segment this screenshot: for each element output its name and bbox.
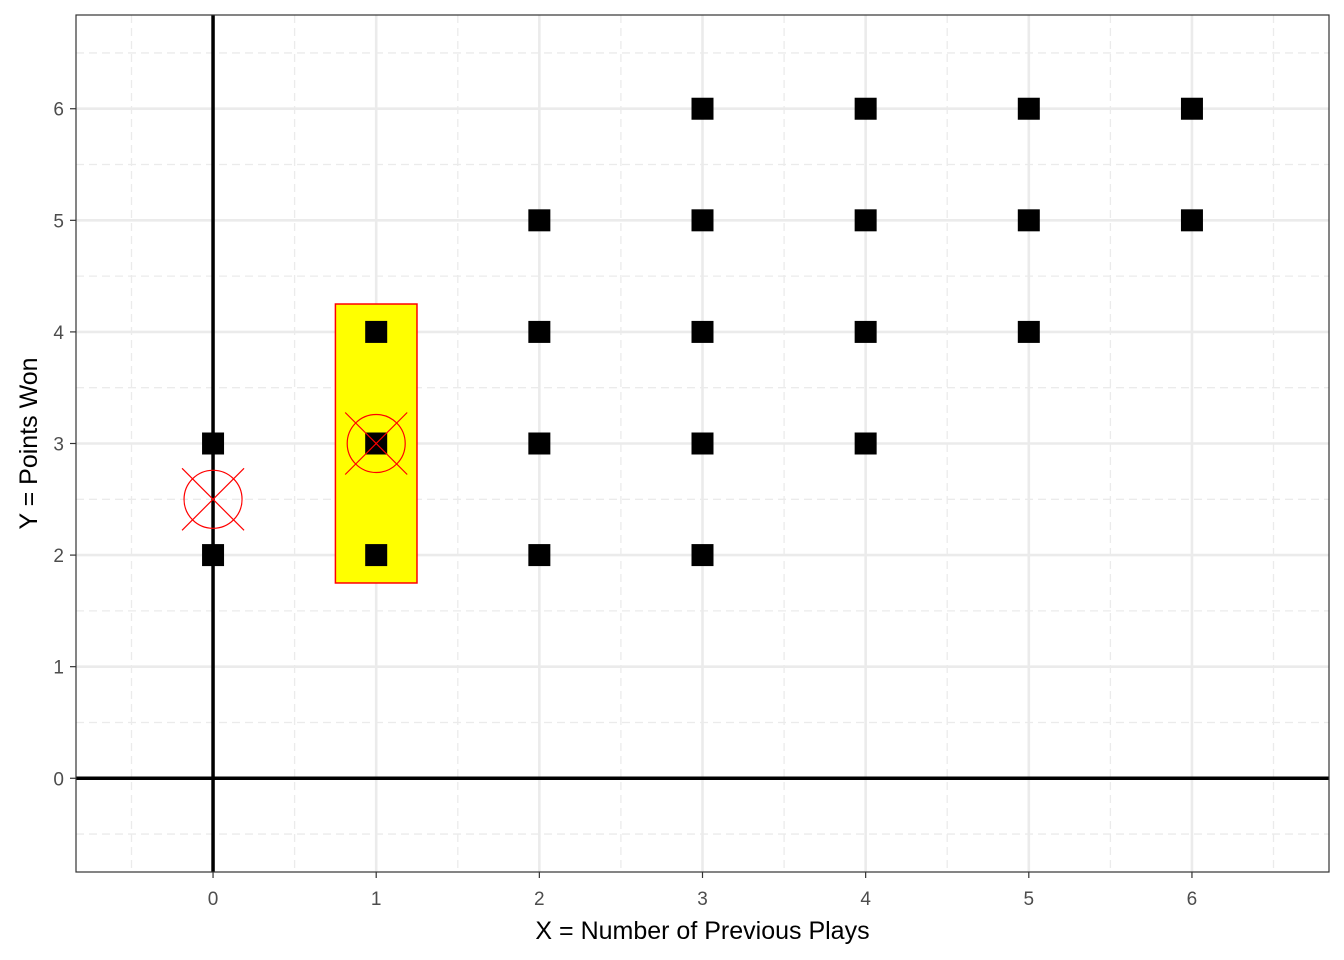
data-point [691, 544, 714, 567]
data-point [691, 97, 714, 120]
mean-marker-cross [181, 467, 245, 531]
data-point [691, 209, 714, 232]
data-point [365, 320, 388, 343]
y-tick-label: 6 [53, 100, 64, 121]
conditional-means [181, 412, 408, 531]
data-point [854, 320, 877, 343]
x-tick-label: 5 [1024, 889, 1035, 910]
data-point [854, 432, 877, 455]
data-point [202, 432, 225, 455]
y-tick-label: 2 [53, 546, 64, 567]
mean-marker-cross [344, 412, 408, 475]
data-point [1017, 209, 1040, 232]
data-point [365, 544, 388, 567]
data-point [528, 209, 551, 232]
data-point [1017, 320, 1040, 343]
x-tick-label: 6 [1187, 889, 1198, 910]
y-tick-label: 4 [53, 323, 64, 344]
x-tick-label: 0 [208, 889, 219, 910]
y-tick-label: 3 [53, 435, 64, 456]
data-point [202, 544, 225, 567]
mean-marker-circle [183, 469, 243, 529]
y-tick-label: 1 [53, 658, 64, 679]
data-point [1180, 209, 1203, 232]
x-axis-title: X = Number of Previous Plays [535, 917, 869, 945]
x-tick-label: 4 [860, 889, 871, 910]
data-point [528, 432, 551, 455]
data-point [528, 544, 551, 567]
data-point [691, 320, 714, 343]
data-point [528, 320, 551, 343]
y-axis-title: Y = Points Won [15, 357, 43, 529]
y-axis-ticks: 0 1 2 3 4 5 6 [53, 100, 76, 790]
x-tick-label: 1 [371, 889, 382, 910]
y-tick-label: 0 [53, 769, 64, 790]
x-axis-ticks: 0 1 2 3 4 5 6 [208, 872, 1197, 910]
data-point [1017, 97, 1040, 120]
x-tick-label: 3 [697, 889, 708, 910]
data-point [854, 97, 877, 120]
data-point [691, 432, 714, 455]
data-point [1180, 97, 1203, 120]
conditional-mean-marker [181, 467, 245, 531]
x-tick-label: 2 [534, 889, 545, 910]
data-point [854, 209, 877, 232]
data-points [202, 97, 1203, 567]
y-tick-label: 5 [53, 211, 64, 232]
conditional-mean-marker [344, 412, 408, 475]
mean-marker-circle [346, 413, 406, 474]
